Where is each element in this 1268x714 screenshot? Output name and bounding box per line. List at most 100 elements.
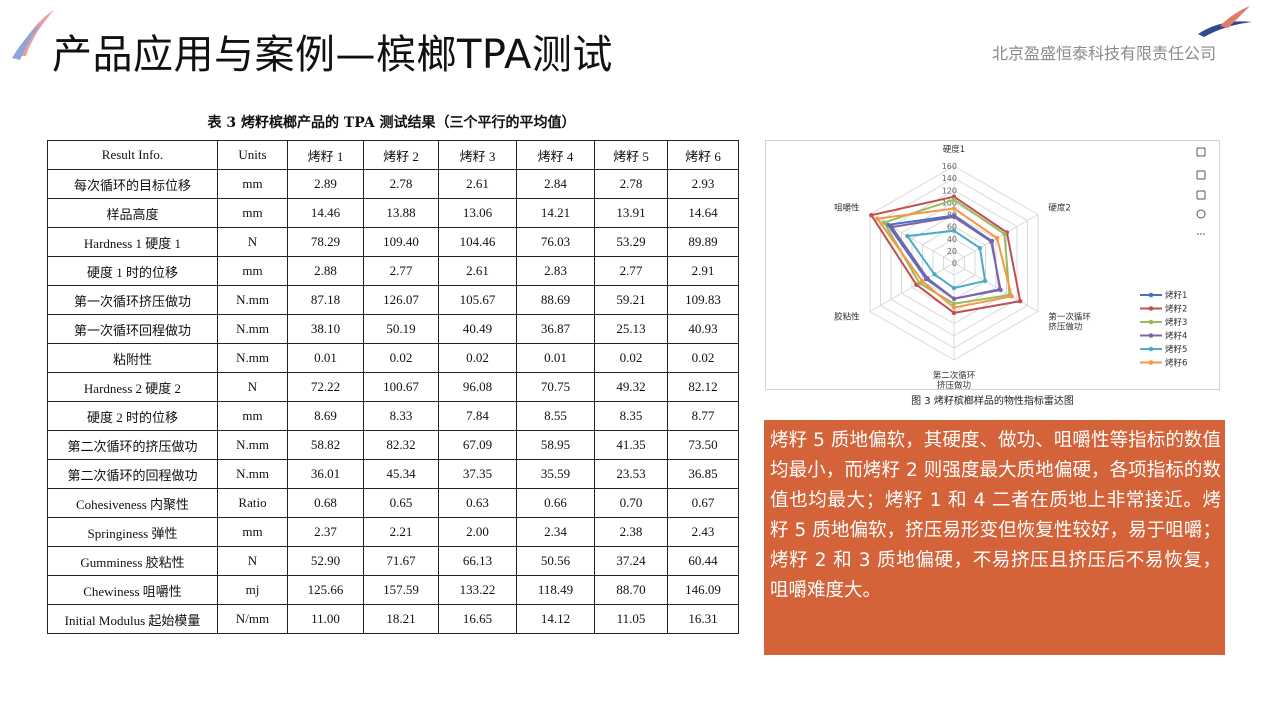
radar-point: [951, 301, 957, 306]
table-cell: 14.12: [516, 604, 595, 634]
brand-logo-icon: [12, 10, 54, 60]
row-label: 硬度 1 时的位移: [47, 256, 218, 286]
table-row: Gumminess 胶粘性 N 52.90 71.67 66.13 50.56 37.24 6…: [47, 546, 739, 576]
table-cell: 37.24: [594, 546, 668, 576]
radar-tick-label: 40: [947, 235, 957, 244]
table-cell: mj: [217, 575, 288, 605]
table-cell: 13.91: [594, 198, 668, 228]
table-cell: N.mm: [217, 459, 288, 489]
radar-point: [951, 285, 957, 291]
radar-axis-label: 硬度2: [1048, 203, 1070, 214]
radar-point: [994, 235, 1000, 241]
radar-axis-label: 咀嚼性: [834, 203, 860, 214]
radar-axis-label-line: 第一次循环: [1048, 312, 1091, 323]
row-label: 第二次循环的挤压做功: [47, 430, 218, 460]
table-cell: 66.13: [438, 546, 517, 576]
table-cell: 8.77: [667, 401, 739, 431]
radar-chart-panel: 020406080100120140160硬度1硬度2第一次循环挤压做功第二次循…: [765, 140, 1220, 390]
table-cell: 157.59: [363, 575, 439, 605]
table-cell: 45.34: [363, 459, 439, 489]
column-header: 烤籽 1: [287, 140, 364, 170]
radar-point: [951, 214, 957, 220]
table-cell: 105.67: [438, 285, 517, 315]
table-cell: 2.34: [516, 517, 595, 547]
table-cell: N.mm: [217, 343, 288, 373]
column-header: 烤籽 2: [363, 140, 439, 170]
summary-note: 烤籽 5 质地偏软，其硬度、做功、咀嚼性等指标的数值均最小，而烤籽 2 则强度最…: [764, 420, 1225, 655]
zoom-icon: [1196, 209, 1206, 219]
radar-point: [869, 213, 874, 218]
radar-point: [920, 279, 925, 284]
radar-point: [951, 228, 957, 233]
table-cell: N: [217, 227, 288, 257]
radar-tick-label: 120: [942, 186, 957, 195]
table-cell: N/mm: [217, 604, 288, 634]
table-cell: 2.77: [363, 256, 439, 286]
tpa-results-table: Result Info. Units 烤籽 1 烤籽 2 烤籽 3 烤籽 4 烤籽 5 烤籽 …: [47, 140, 739, 634]
radar-point: [1002, 231, 1007, 237]
radar-spoke: [953, 262, 1039, 312]
table-cell: 2.88: [287, 256, 364, 286]
radar-point: [881, 220, 887, 225]
table-cell: 2.37: [287, 517, 364, 547]
table-cell: 125.66: [287, 575, 364, 605]
table-cell: 2.61: [438, 256, 517, 286]
table-cell: 14.64: [667, 198, 739, 228]
table-cell: 13.06: [438, 198, 517, 228]
more-dot: [1197, 233, 1199, 235]
legend-marker: [1148, 346, 1154, 352]
table-cell: mm: [217, 517, 288, 547]
radar-point: [951, 305, 957, 310]
table-cell: 72.22: [287, 372, 364, 402]
table-cell: 41.35: [594, 430, 668, 460]
tpa-table-figure: 表 3 烤籽槟榔产品的 TPA 测试结果（三个平行的平均值） Result In…: [45, 106, 739, 652]
table-cell: 8.55: [516, 401, 595, 431]
table-row: 第二次循环的回程做功 N.mm 36.01 45.34 37.35 35.59 23.53 3…: [47, 459, 739, 489]
table-cell: 71.67: [363, 546, 439, 576]
radar-point: [988, 239, 994, 244]
table-cell: 2.38: [594, 517, 668, 547]
table-cell: 2.61: [438, 169, 517, 199]
row-label: 第二次循环的回程做功: [47, 459, 218, 489]
table-cell: 13.88: [363, 198, 439, 228]
table-cell: 73.50: [667, 430, 739, 460]
row-label: Chewiness 咀嚼性: [47, 575, 218, 605]
radar-point: [951, 296, 957, 301]
table-row: 粘附性 N.mm 0.01 0.02 0.02 0.01 0.02 0.02: [47, 343, 739, 373]
radar-point: [982, 278, 988, 284]
legend-marker: [1148, 292, 1154, 298]
table-cell: 82.32: [363, 430, 439, 460]
radar-tick-label: 0: [952, 259, 957, 268]
legend-label: 烤籽2: [1165, 304, 1187, 315]
zoom-icon-shape: [1196, 209, 1206, 219]
radar-point: [889, 224, 894, 230]
brand-swoosh-icon: [1198, 6, 1252, 37]
table-cell: mm: [217, 256, 288, 286]
table-caption: 表 3 烤籽槟榔产品的 TPA 测试结果（三个平行的平均值）: [207, 115, 576, 131]
table-cell: 2.43: [667, 517, 739, 547]
table-cell: N.mm: [217, 430, 288, 460]
radar-tick-label: 160: [942, 162, 957, 171]
radar-series-line: [869, 195, 1022, 314]
legend-marker: [1148, 319, 1154, 325]
radar-point: [977, 245, 983, 251]
row-label: Springiness 弹性: [47, 517, 218, 547]
table-cell: 0.68: [287, 488, 364, 518]
table-cell: Ratio: [217, 488, 288, 518]
table-cell: 0.01: [287, 343, 364, 373]
table-cell: 49.32: [594, 372, 668, 402]
radar-axis-label-line: 第二次循环: [933, 370, 976, 381]
table-cell: 0.66: [516, 488, 595, 518]
column-header: 烤籽 3: [438, 140, 517, 170]
table-cell: 88.69: [516, 285, 595, 315]
table-cell: 36.01: [287, 459, 364, 489]
table-cell: 0.67: [667, 488, 739, 518]
table-header-row: Result Info. Units 烤籽 1 烤籽 2 烤籽 3 烤籽 4 烤籽 5 烤籽 …: [47, 140, 739, 170]
table-cell: N: [217, 546, 288, 576]
table-cell: 50.19: [363, 314, 439, 344]
table-row: Cohesiveness 内聚性 Ratio 0.68 0.65 0.63 0.66 0.7…: [47, 488, 739, 518]
radar-point: [875, 216, 880, 221]
table-cell: 36.87: [516, 314, 595, 344]
table-cell: mm: [217, 169, 288, 199]
table-cell: 50.56: [516, 546, 595, 576]
